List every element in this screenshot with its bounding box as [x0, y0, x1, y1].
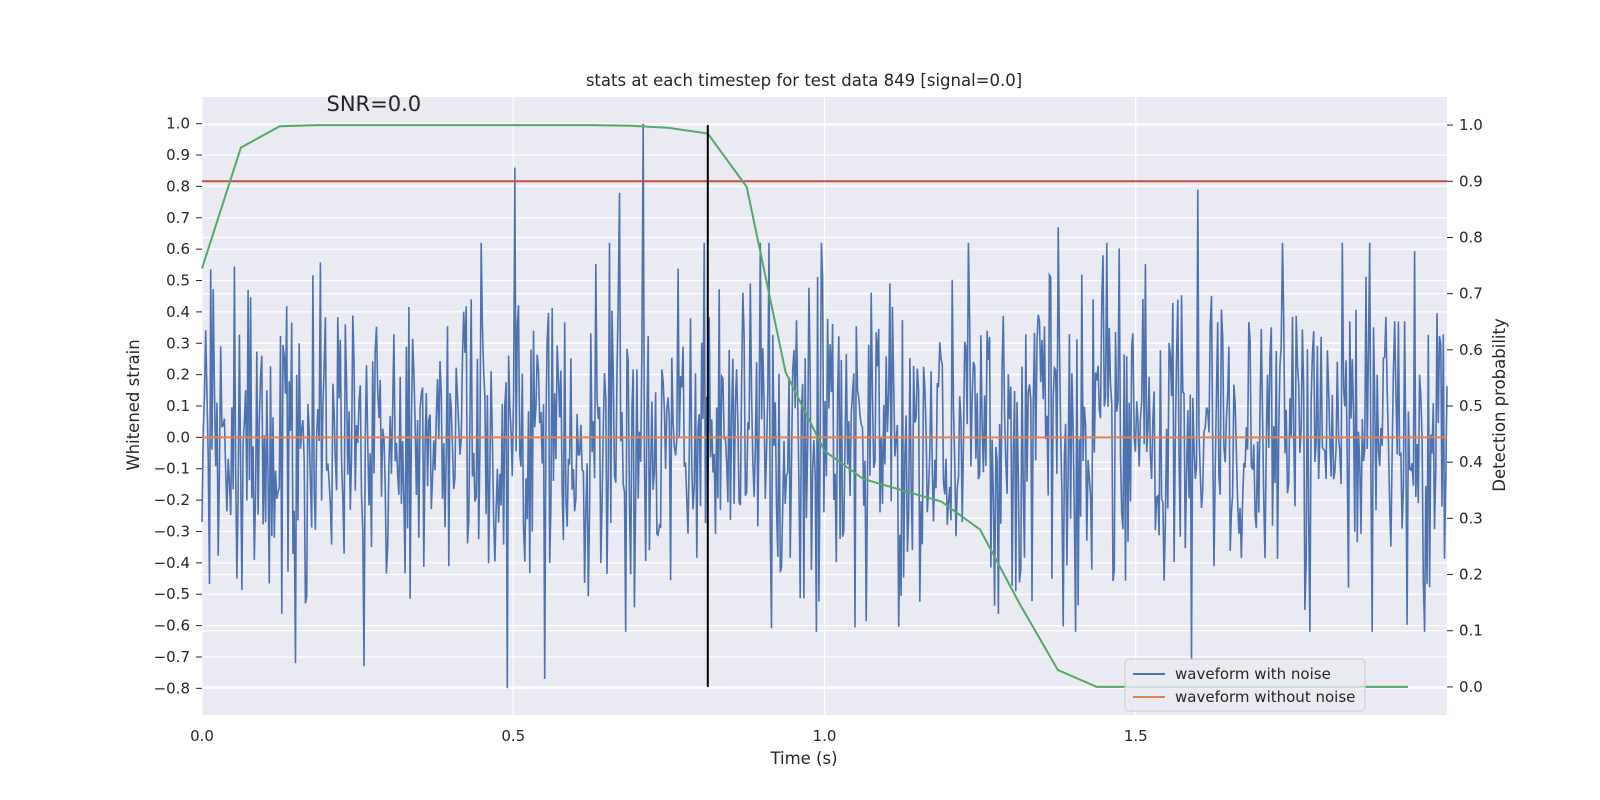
- y2-tick-label: 0.2: [1459, 566, 1483, 584]
- y-axis-right: 1.0 0.9 0.8 0.7 0.6 0.5 0.4 0.3 0.2 0.1 0.0: [1447, 116, 1483, 696]
- series-waveform-with-noise: [201, 123, 1448, 689]
- legend-box: [1124, 658, 1366, 712]
- y-tick-label: −0.7: [154, 648, 190, 666]
- y-tick-label: −0.3: [154, 522, 190, 540]
- y-tick-label: −0.5: [154, 585, 190, 603]
- x-tick-label: 1.0: [813, 727, 837, 745]
- chart-title: stats at each timestep for test data 849…: [586, 71, 1022, 90]
- y2-axis-title: Detection probability: [1490, 318, 1509, 492]
- y-tick-label: 0.4: [166, 303, 190, 321]
- legend-label: waveform with noise: [1175, 665, 1331, 683]
- y2-tick-label: 0.8: [1459, 228, 1483, 246]
- legend: waveform with noise waveform without nois…: [1124, 658, 1366, 712]
- y-tick-label: 0.9: [166, 146, 190, 164]
- y-tick-label: 0.8: [166, 177, 190, 195]
- snr-annotation: SNR=0.0: [327, 92, 422, 116]
- y-tick-label: 0.6: [166, 240, 190, 258]
- legend-label: waveform without noise: [1175, 688, 1355, 706]
- y-tick-label: −0.2: [154, 491, 190, 509]
- x-tick-label: 0.5: [501, 727, 525, 745]
- x-axis: 0.0 0.5 1.0 1.5: [190, 727, 1148, 745]
- y2-tick-label: 1.0: [1459, 116, 1483, 134]
- x-axis-title: Time (s): [769, 749, 837, 768]
- y-tick-label: −0.1: [154, 460, 190, 478]
- y-axis-title: Whitened strain: [124, 339, 143, 470]
- y2-tick-label: 0.6: [1459, 341, 1483, 359]
- y-tick-label: −0.6: [154, 617, 190, 635]
- y2-tick-label: 0.1: [1459, 622, 1483, 640]
- y-tick-label: 0.0: [166, 428, 190, 446]
- y-tick-label: −0.4: [154, 554, 190, 572]
- y-tick-label: 1.0: [166, 115, 190, 133]
- y2-tick-label: 0.5: [1459, 397, 1483, 415]
- y-tick-label: 0.1: [166, 397, 190, 415]
- y2-tick-label: 0.9: [1459, 172, 1483, 190]
- y2-tick-label: 0.3: [1459, 509, 1483, 527]
- y2-tick-label: 0.0: [1459, 678, 1483, 696]
- y-tick-label: 0.2: [166, 366, 190, 384]
- y-tick-label: −0.8: [154, 679, 190, 697]
- x-tick-label: 0.0: [190, 727, 214, 745]
- x-tick-label: 1.5: [1124, 727, 1148, 745]
- y2-tick-label: 0.7: [1459, 285, 1483, 303]
- y-tick-label: 0.3: [166, 334, 190, 352]
- noise-line: [201, 123, 1448, 689]
- y-axis-left: 1.0 0.9 0.8 0.7 0.6 0.5 0.4 0.3 0.2 0.1 0.0 −0.1 −0.…: [154, 115, 202, 697]
- y2-tick-label: 0.4: [1459, 453, 1483, 471]
- y-tick-label: 0.7: [166, 209, 190, 227]
- y-tick-label: 0.5: [166, 272, 190, 290]
